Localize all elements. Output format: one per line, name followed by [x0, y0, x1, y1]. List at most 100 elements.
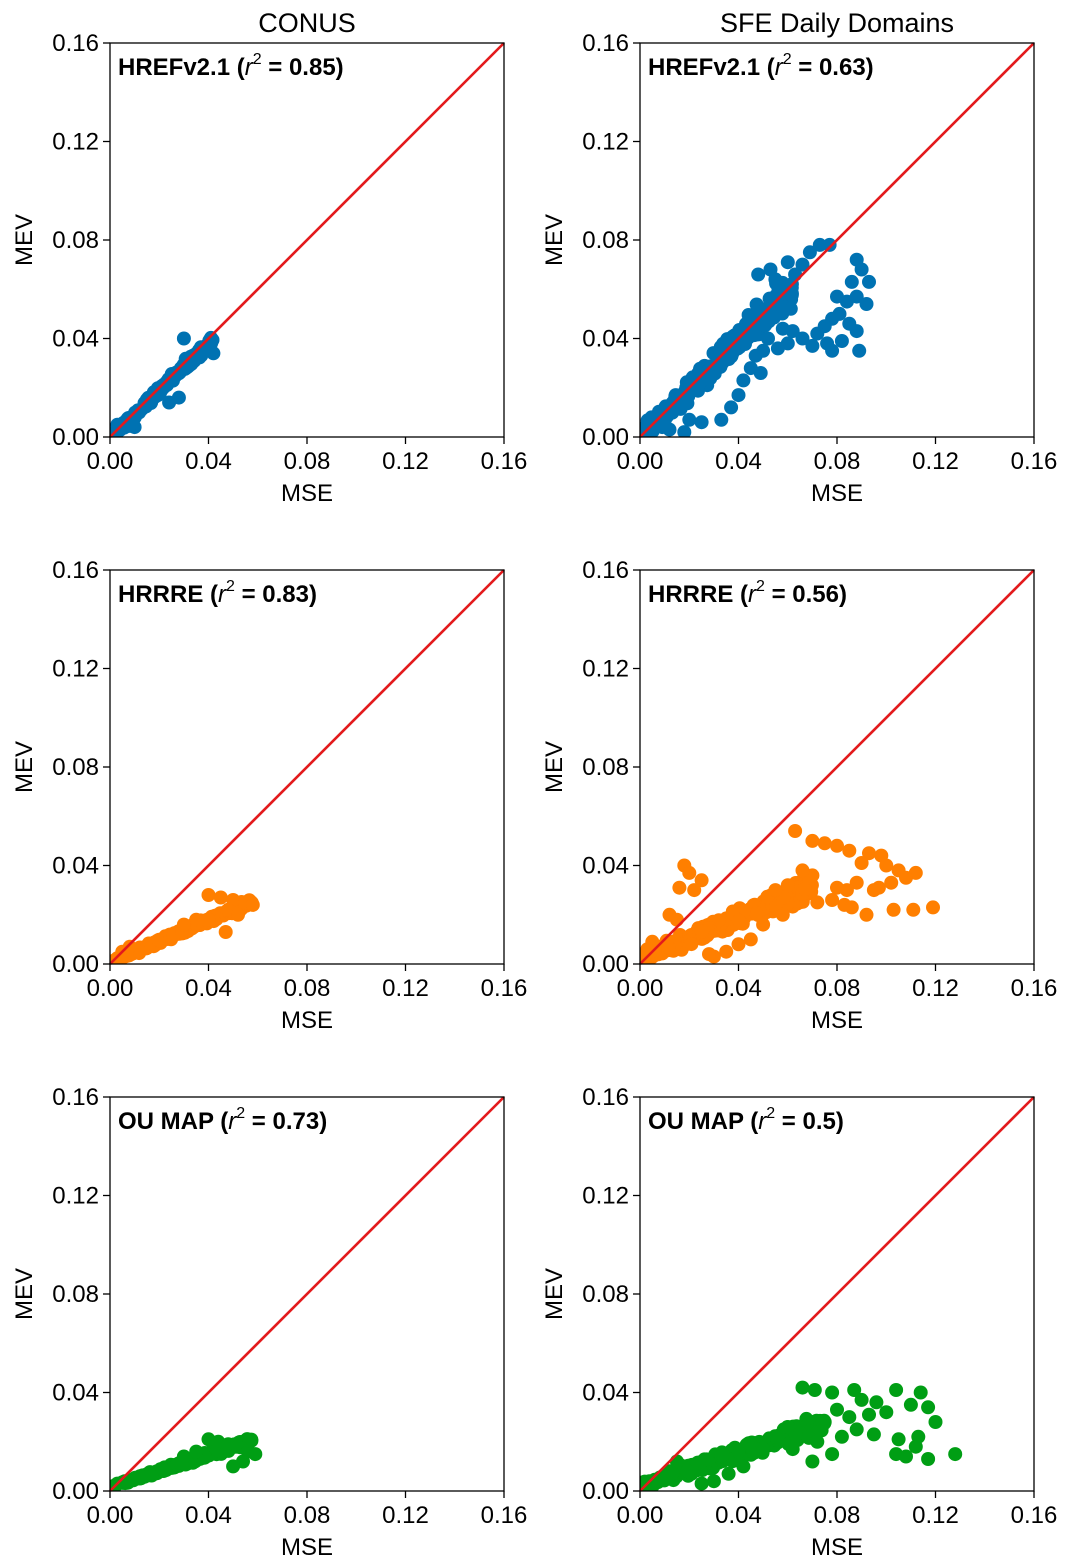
data-point — [805, 1454, 820, 1469]
data-point — [906, 902, 921, 917]
model-name: OU MAP ( — [118, 1108, 228, 1135]
y-tick-label: 0.08 — [582, 1281, 629, 1308]
r2-value: = 0.83) — [235, 581, 317, 608]
data-point — [753, 366, 768, 380]
data-point — [176, 331, 191, 346]
y-tick-label: 0.00 — [582, 951, 629, 978]
data-point — [834, 334, 849, 348]
y-tick-label: 0.04 — [52, 853, 99, 880]
y-tick-label: 0.04 — [582, 326, 629, 353]
model-name: HRRRE ( — [648, 581, 748, 608]
r-symbol: r — [218, 581, 227, 608]
x-tick-label: 0.16 — [481, 1502, 528, 1529]
data-point — [797, 882, 812, 897]
data-point — [903, 1397, 918, 1412]
exponent: 2 — [756, 578, 765, 595]
data-points — [640, 824, 940, 964]
exponent: 2 — [226, 578, 235, 595]
r2-value: = 0.73) — [245, 1108, 327, 1135]
data-point — [862, 1407, 876, 1422]
data-point — [156, 1462, 170, 1477]
model-name: HREFv2.1 ( — [118, 54, 245, 81]
y-axis-label: MEV — [11, 1268, 38, 1320]
x-axis-label: MSE — [811, 480, 863, 507]
data-point — [655, 420, 670, 435]
data-point — [866, 1427, 881, 1442]
data-point — [761, 331, 775, 346]
data-point — [768, 1429, 783, 1444]
data-point — [866, 883, 881, 898]
x-tick-label: 0.12 — [912, 448, 959, 475]
data-point — [248, 1447, 263, 1462]
data-point — [699, 1452, 714, 1467]
y-tick-label: 0.04 — [582, 853, 629, 880]
panel-label: HRRRE (r2 = 0.56) — [648, 578, 847, 608]
data-point — [842, 843, 857, 858]
data-point — [839, 294, 854, 309]
x-tick-label: 0.00 — [87, 975, 134, 1002]
y-tick-label: 0.00 — [52, 1478, 99, 1505]
y-tick-label: 0.16 — [582, 30, 629, 57]
x-tick-label: 0.16 — [1011, 448, 1058, 475]
data-point — [926, 900, 940, 915]
x-tick-label: 0.04 — [185, 448, 232, 475]
x-tick-label: 0.08 — [814, 1502, 861, 1529]
x-tick-label: 0.04 — [185, 1502, 232, 1529]
exponent: 2 — [236, 1105, 245, 1122]
data-point — [694, 873, 709, 888]
data-point — [731, 937, 746, 952]
data-point — [736, 1459, 751, 1474]
data-point — [669, 912, 684, 927]
x-tick-label: 0.08 — [814, 448, 861, 475]
data-point — [712, 357, 727, 372]
data-point — [889, 1383, 904, 1397]
data-point — [189, 1444, 204, 1459]
data-point — [911, 1429, 926, 1444]
exponent: 2 — [783, 51, 792, 68]
data-point — [213, 890, 228, 905]
data-point — [640, 942, 655, 957]
y-tick-label: 0.16 — [52, 1084, 99, 1111]
y-tick-label: 0.16 — [52, 557, 99, 584]
r-symbol: r — [228, 1108, 237, 1135]
reference-line — [109, 569, 505, 965]
x-axis-label: MSE — [281, 1534, 333, 1560]
data-point — [899, 870, 913, 885]
data-point — [694, 415, 709, 430]
data-point — [680, 1464, 695, 1479]
data-point — [645, 1474, 660, 1489]
panel-label: HREFv2.1 (r2 = 0.85) — [118, 51, 344, 81]
data-point — [732, 913, 747, 928]
data-point — [869, 1395, 884, 1410]
data-point — [928, 1415, 943, 1429]
y-tick-label: 0.12 — [52, 129, 99, 156]
data-point — [176, 917, 191, 932]
data-point — [921, 1452, 936, 1466]
data-point — [795, 331, 810, 346]
data-point — [921, 1400, 936, 1415]
data-point — [844, 274, 859, 289]
data-point — [756, 917, 771, 932]
data-point — [737, 327, 752, 342]
r-symbol: r — [245, 54, 254, 81]
data-point — [201, 912, 216, 927]
data-point — [702, 947, 716, 962]
data-point — [810, 895, 825, 910]
data-point — [695, 924, 710, 939]
x-tick-label: 0.00 — [87, 1502, 134, 1529]
y-axis-label: MEV — [541, 741, 568, 793]
data-point — [768, 883, 783, 898]
y-tick-label: 0.12 — [582, 656, 629, 683]
y-tick-label: 0.16 — [52, 30, 99, 57]
y-tick-label: 0.16 — [582, 557, 629, 584]
data-point — [852, 343, 867, 358]
data-point — [817, 836, 832, 851]
data-point — [849, 875, 864, 890]
x-tick-label: 0.16 — [1011, 975, 1058, 1002]
data-point — [822, 237, 837, 252]
x-tick-label: 0.00 — [87, 448, 134, 475]
data-point — [719, 944, 734, 959]
y-tick-label: 0.08 — [52, 1281, 99, 1308]
data-point — [948, 1447, 963, 1462]
x-tick-label: 0.00 — [617, 448, 664, 475]
